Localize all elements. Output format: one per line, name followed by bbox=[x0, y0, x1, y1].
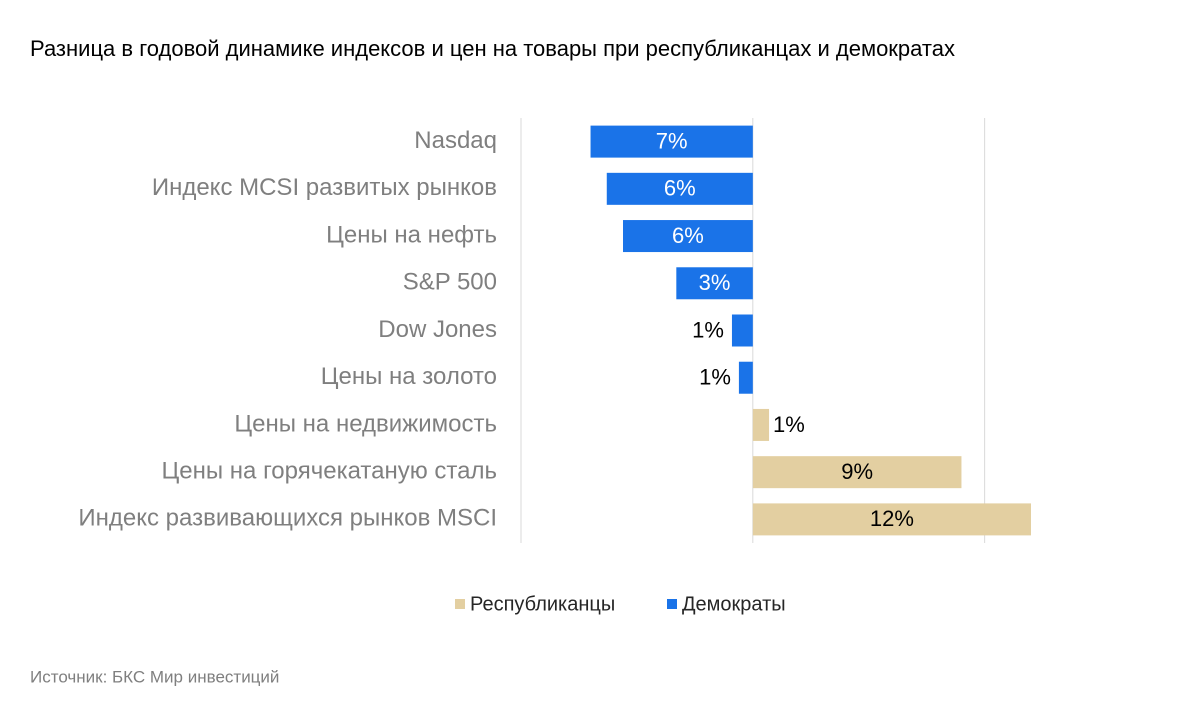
legend-label: Демократы bbox=[682, 593, 786, 615]
legend-swatch bbox=[455, 599, 465, 609]
data-label: 12% bbox=[870, 506, 914, 531]
category-label: Цены на золото bbox=[321, 363, 497, 390]
bar bbox=[606, 172, 753, 205]
chart-title: Разница в годовой динамике индексов и це… bbox=[30, 36, 955, 61]
category-label: Цены на недвижимость bbox=[234, 410, 497, 437]
data-label: 1% bbox=[773, 412, 805, 437]
bar bbox=[752, 408, 770, 441]
bar bbox=[676, 267, 753, 300]
data-label: 1% bbox=[692, 317, 724, 342]
legend-swatch bbox=[667, 599, 677, 609]
category-label: Индекс развивающихся рынков MSCI bbox=[78, 505, 497, 532]
data-label: 1% bbox=[699, 365, 731, 390]
category-label: S&P 500 bbox=[403, 269, 497, 296]
data-label: 9% bbox=[841, 459, 873, 484]
data-label: 3% bbox=[699, 270, 731, 295]
data-label: 6% bbox=[664, 176, 696, 201]
data-label: 6% bbox=[672, 223, 704, 248]
category-label: Индекс MCSI развитых рынков bbox=[152, 174, 497, 201]
data-label: 7% bbox=[656, 128, 688, 153]
category-label: Dow Jones bbox=[378, 316, 497, 343]
category-label: Цены на горячекатаную сталь bbox=[162, 458, 497, 485]
bar bbox=[752, 503, 1031, 536]
category-label: Nasdaq bbox=[414, 127, 497, 154]
category-label: Цены на нефть bbox=[326, 221, 497, 248]
bar bbox=[738, 361, 753, 394]
bar bbox=[731, 314, 753, 347]
bar bbox=[623, 220, 753, 253]
bar bbox=[590, 125, 753, 158]
bar bbox=[752, 456, 962, 489]
legend-label: Республиканцы bbox=[470, 593, 615, 615]
source-note: Источник: БКС Мир инвестиций bbox=[30, 667, 279, 686]
